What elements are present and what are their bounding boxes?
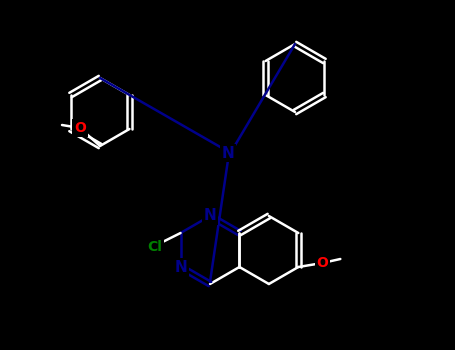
Text: N: N xyxy=(174,259,187,274)
Text: O: O xyxy=(316,256,328,270)
Text: Cl: Cl xyxy=(147,240,162,254)
Text: O: O xyxy=(74,121,86,135)
Text: N: N xyxy=(222,146,234,161)
Text: N: N xyxy=(204,209,217,224)
